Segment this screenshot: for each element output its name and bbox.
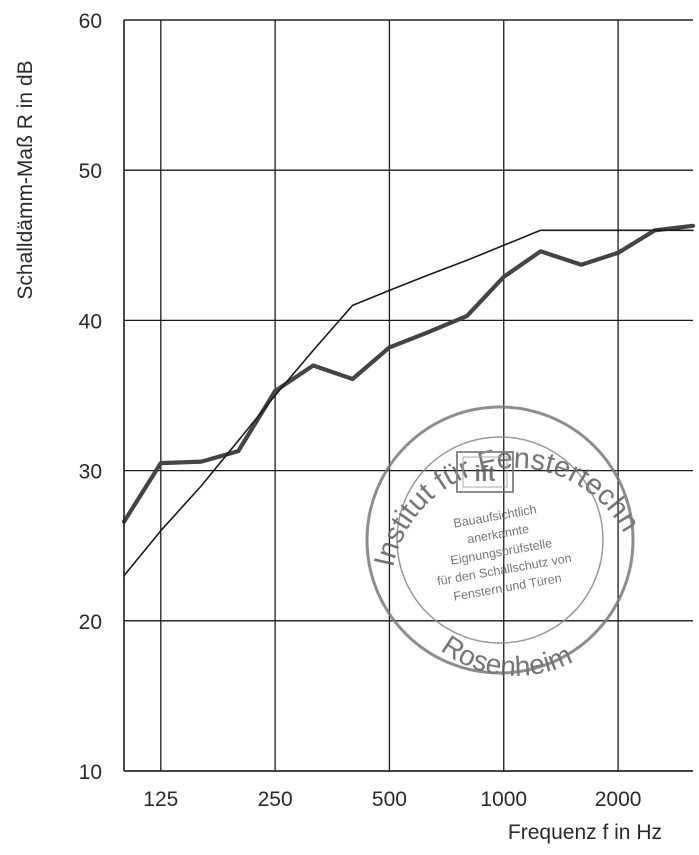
series-layer bbox=[121, 223, 696, 577]
y-tick-label: 50 bbox=[79, 160, 102, 183]
reference-curve-line bbox=[123, 229, 694, 577]
stamp-logo-text: ift bbox=[475, 461, 496, 486]
stamp-inner-text: Bauaufsichtlich anerkannte Eignungsprüfs… bbox=[436, 502, 573, 604]
x-tick-label: 2000 bbox=[595, 788, 642, 811]
x-tick-label: 1000 bbox=[480, 788, 527, 811]
x-axis-title: Frequenz f in Hz bbox=[508, 821, 662, 844]
measured-series-line bbox=[121, 223, 696, 524]
x-tick-labels: 125 250 500 1000 2000 bbox=[143, 788, 641, 811]
certification-stamp: Institut für Fenstertechnik e.V. Rosenhe… bbox=[0, 0, 646, 682]
grid-layer bbox=[124, 19, 693, 772]
y-tick-label: 10 bbox=[79, 761, 102, 784]
stamp-ring-text-bottom: Rosenheim bbox=[436, 629, 576, 682]
y-tick-label: 40 bbox=[79, 310, 102, 333]
y-tick-label: 30 bbox=[79, 461, 102, 484]
y-tick-label: 20 bbox=[79, 611, 102, 634]
x-tick-label: 500 bbox=[372, 788, 407, 811]
x-tick-label: 250 bbox=[258, 788, 293, 811]
y-tick-label: 60 bbox=[79, 10, 102, 33]
y-axis-title: Schalldämm-Maß R in dB bbox=[14, 60, 37, 299]
plot-frame bbox=[123, 19, 693, 772]
stamp-logo: ift bbox=[456, 451, 514, 493]
y-tick-labels: 10 20 30 40 50 60 bbox=[79, 10, 102, 784]
stamp-ring-text-top: Institut für Fenstertechnik e.V. bbox=[0, 0, 646, 570]
x-tick-label: 125 bbox=[143, 788, 178, 811]
